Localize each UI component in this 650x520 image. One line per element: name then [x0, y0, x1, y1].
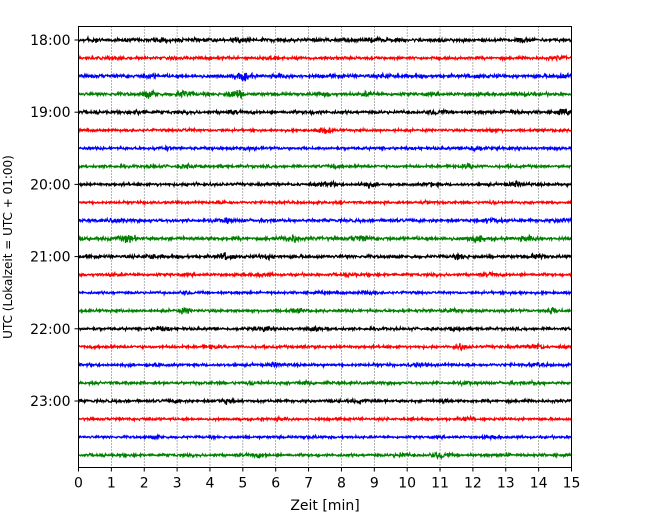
trace-1930: [78, 144, 573, 153]
trace-2330: [77, 433, 573, 442]
x-tick-label: 2: [140, 476, 149, 492]
trace-1915: [77, 126, 573, 135]
y-tick-label: 19:00: [30, 105, 70, 121]
x-tick-label: 1: [107, 476, 116, 492]
trace-1830: [77, 71, 573, 82]
y-tick-label: 22:00: [30, 322, 70, 338]
y-axis-label: UTC (Lokalzeit = UTC + 01:00): [1, 155, 15, 339]
trace-2100: [77, 251, 572, 262]
trace-2230: [78, 360, 573, 370]
x-tick-label: 9: [370, 476, 379, 492]
y-tick-label: 23:00: [30, 394, 70, 410]
trace-2045: [78, 233, 573, 245]
trace-1800: [77, 34, 572, 45]
trace-2245: [78, 378, 572, 388]
trace-1845: [77, 88, 573, 100]
y-tick-label: 18:00: [30, 33, 70, 49]
trace-2130: [78, 288, 572, 297]
plot-frame: [78, 26, 572, 468]
x-tick-label: 4: [206, 476, 215, 492]
traces-layer: [77, 34, 573, 461]
x-tick-label: 0: [74, 476, 83, 492]
trace-2215: [77, 342, 573, 352]
x-tick-label: 6: [271, 476, 280, 492]
trace-2115: [77, 270, 573, 279]
trace-1900: [77, 107, 573, 117]
x-tick-label: 11: [431, 476, 449, 492]
trace-2030: [77, 216, 573, 225]
x-tick-label: 8: [337, 476, 346, 492]
trace-2145: [77, 306, 572, 315]
trace-2345: [77, 450, 573, 461]
trace-2015: [77, 198, 573, 207]
x-tick-label: 5: [238, 476, 247, 492]
trace-2200: [78, 324, 573, 333]
y-tick-label: 20:00: [30, 177, 70, 193]
x-tick-label: 7: [304, 476, 313, 492]
trace-2000: [78, 179, 573, 190]
y-axis: 18:00 19:00 20:00 21:00 22:00 23:00: [30, 33, 79, 410]
x-axis-label: Zeit [min]: [290, 498, 359, 514]
x-tick-label: 3: [173, 476, 182, 492]
trace-2300: [78, 396, 572, 406]
x-tick-label: 13: [497, 476, 515, 492]
trace-1945: [77, 161, 572, 171]
x-tick-label: 14: [530, 476, 548, 492]
x-axis: 0 1 2 3 4 5 6 7 8 9 10 11 12 13 14 15: [74, 467, 581, 492]
x-tick-label: 10: [398, 476, 416, 492]
x-tick-label: 12: [464, 476, 482, 492]
trace-1815: [77, 54, 573, 63]
trace-2315: [77, 414, 573, 423]
x-tick-label: 15: [563, 476, 581, 492]
y-tick-label: 21:00: [30, 250, 70, 266]
